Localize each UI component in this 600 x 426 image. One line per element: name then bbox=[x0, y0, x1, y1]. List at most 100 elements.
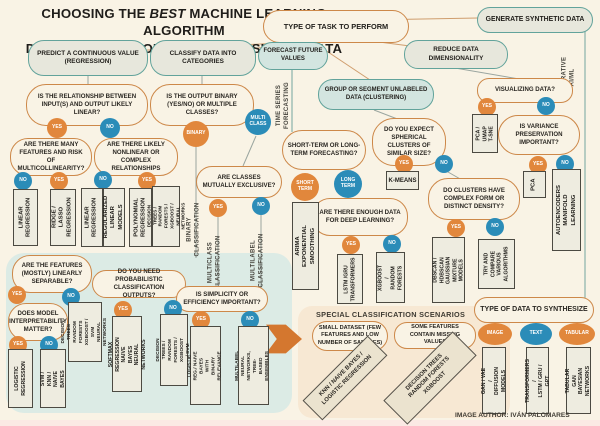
label: ARIMA EXPONENTIAL SMOOTHING bbox=[294, 224, 316, 267]
result-pca-umap-tsne: PCA / UMAP T-SNE bbox=[472, 114, 498, 153]
result-ridge-lasso: RIDGE / LASSO REGRESSION bbox=[50, 189, 76, 246]
label-generative-ai-ml: GENERATIVE AI/ML bbox=[560, 40, 578, 114]
result-logreg-binary-relevance: LOGISTIC REG./ NAIVE BAYES WITH BINARY R… bbox=[187, 326, 223, 405]
question-linearly-separable: ARE THE FEATURES (MOSTLY) LINEARLY SEPAR… bbox=[12, 255, 92, 293]
bubble-no: NO bbox=[537, 97, 555, 115]
label: DBSCAN / HDBSCAN GAUSSIAN MIXTURE MODELS bbox=[432, 256, 465, 284]
node-classify-data: CLASSIFY DATA INTO CATEGORIES bbox=[150, 40, 256, 76]
bubble-yes: YES bbox=[138, 172, 156, 190]
special-scenarios-heading: SPECIAL CLASSIFICATION SCENARIOS bbox=[316, 310, 466, 319]
bubble-no: NO bbox=[486, 218, 504, 236]
label: SOFTMAX REGRESSION NAIVE BAYES NEURAL NE… bbox=[107, 336, 147, 372]
bubble-long-term: LONG TERM bbox=[334, 170, 362, 198]
bubble-no: NO bbox=[252, 197, 270, 215]
bubble-short-term: SHORT TERM bbox=[291, 173, 319, 201]
result-arima: ARIMA EXPONENTIAL SMOOTHING bbox=[292, 202, 319, 290]
label: LINEAR REGRESSION bbox=[84, 197, 98, 238]
question-enough-data: ARE THERE ENOUGH DATA FOR DEEP LEARNING? bbox=[312, 198, 408, 236]
result-xgboost-rf: XGBOOST / RANDOM FORESTS bbox=[376, 252, 405, 303]
bubble-no: NO bbox=[100, 118, 120, 138]
bubble-no: NO bbox=[435, 155, 453, 173]
result-linear-regression: LINEAR REGRESSION bbox=[13, 189, 38, 246]
question-multicollinearity: ARE THERE MANY FEATURES AND RISK OF MULT… bbox=[10, 138, 92, 176]
node-forecast-future: FORECAST FUTURE VALUES bbox=[258, 42, 328, 70]
label: XGBOOST / RANDOM FORESTS bbox=[377, 264, 404, 291]
author-credit: IMAGE AUTHOR: IVÁN PALOMARES bbox=[455, 412, 570, 419]
result-svm-knn-nb: SVM / KNN / NAIVE BAYES bbox=[40, 349, 66, 408]
bubble-image: IMAGE bbox=[478, 323, 512, 345]
node-predict-continuous: PREDICT A CONTINUOUS VALUE (REGRESSION) bbox=[28, 40, 148, 76]
result-trees-rf-xgboost: DECISION TREES RANDOM FORESTS XGBOOST bbox=[372, 331, 488, 425]
bubble-yes: YES bbox=[209, 199, 227, 217]
label-binary-classification: BINARY CLASSIFICATION bbox=[184, 190, 204, 268]
bubble-yes: YES bbox=[478, 98, 496, 116]
result-gan-vae-diffusion: GAN / VAE / DIFFUSION MODELS bbox=[481, 347, 507, 414]
bubble-yes: YES bbox=[529, 156, 547, 174]
result-logistic-regression: LOGISTIC REGRESSION bbox=[8, 349, 33, 408]
title-line1-pre: CHOOSING THE bbox=[41, 6, 150, 21]
bubble-no: NO bbox=[94, 171, 112, 189]
node-generate-synthetic-data: GENERATE SYNTHETIC DATA bbox=[477, 7, 593, 33]
node-reduce-dimensionality: REDUCE DATA DIMENSIONALITY bbox=[404, 40, 508, 69]
bubble-no: NO bbox=[62, 288, 80, 306]
result-try-compare: TRY AND COMPARE VARIOUS ALGORITHMS bbox=[478, 239, 515, 289]
node-clustering: GROUP OR SEGMENT UNLABELED DATA (CLUSTER… bbox=[318, 79, 434, 110]
label: LSTM /GRU TRANSFORMERS bbox=[343, 257, 357, 301]
bubble-yes: YES bbox=[114, 301, 132, 319]
bubble-yes: YES bbox=[47, 118, 67, 138]
bubble-yes: YES bbox=[192, 311, 210, 329]
label: AUTOENCODERS MANIFOLD LEARNING bbox=[555, 185, 577, 235]
question-mutually-exclusive: ARE CLASSES MUTUALLY EXCLUSIVE? bbox=[196, 166, 282, 198]
bubble-no: NO bbox=[14, 172, 32, 190]
label: LOGISTIC REGRESSION bbox=[14, 361, 27, 396]
label: DECISION TREES / RANDOM FORESTS / XGBOOS… bbox=[156, 337, 191, 363]
question-simplicity: IS SIMPLICITY OR EFFICIENCY IMPORTANT? bbox=[176, 286, 268, 312]
label-text: MULTILABEL CLASSIFICATION bbox=[250, 232, 265, 288]
label: PCA / UMAP T-SNE bbox=[475, 125, 495, 142]
question-variance-preservation: IS VARIANCE PRESERVATION IMPORTANT? bbox=[498, 115, 580, 155]
label-text: BINARY CLASSIFICATION bbox=[186, 201, 201, 257]
result-kmeans: K-MEANS bbox=[386, 171, 419, 190]
question-nonlinear: ARE THERE LIKELY NONLINEAR OR COMPLEX RE… bbox=[94, 138, 178, 176]
result-multilabel-nn: MULTILABEL NEURAL NETWORKS, TREE-BASED E… bbox=[236, 326, 270, 405]
label: TABULAR GAN BAYESIAN NETWORKS bbox=[565, 365, 592, 396]
bubble-no: NO bbox=[164, 300, 182, 318]
result-trees-svm-nn: DECISION TREES RANDOM FORESTS XGBOOST / … bbox=[61, 302, 108, 362]
result-tabular-gan: TABULAR GAN BAYESIAN NETWORKS bbox=[566, 347, 591, 414]
label: SVM / KNN / NAIVE BAYES bbox=[40, 369, 66, 388]
question-likely-linear: IS THE RELATIONSHIP BETWEEN INPUT(S) AND… bbox=[26, 84, 148, 126]
result-linear-regression-2: LINEAR REGRESSION bbox=[81, 188, 103, 247]
diag-box: DECISION TREES RANDOM FORESTS XGBOOST bbox=[383, 331, 477, 425]
question-forecast-horizon: SHORT-TERM OR LONG-TERM FORECASTING? bbox=[282, 130, 366, 170]
question-interpretability: DOES MODEL INTERPRETABILITY MATTER? bbox=[8, 303, 68, 341]
result-transformers-gpt: TRANSFORMERS / LSTM / GRU / GPT bbox=[524, 347, 551, 414]
question-spherical-clusters: DO YOU EXPECT SPHERICAL CLUSTERS OF SIMI… bbox=[372, 118, 446, 166]
label: KNN / NAIVE BAYES / LOGISTIC REGRESSION bbox=[318, 351, 374, 407]
result-polynomial: POLYNOMIAL REGRESSION bbox=[129, 188, 152, 247]
result-softmax: SOFTMAX REGRESSION NAIVE BAYES NEURAL NE… bbox=[108, 316, 146, 392]
node-type-of-task: TYPE OF TASK TO PERFORM bbox=[263, 10, 409, 43]
bubble-yes: YES bbox=[50, 172, 68, 190]
label: PCA bbox=[530, 178, 537, 191]
label: RIDGE / LASSO REGRESSION bbox=[51, 197, 73, 238]
label: TRY AND COMPARE VARIOUS ALGORITHMS bbox=[483, 246, 510, 282]
result-regularized-linear: REGULARIZED LINEAR MODELS bbox=[103, 188, 125, 247]
question-visualizing-data: VISUALIZING DATA? bbox=[477, 78, 573, 103]
question-output-type: IS THE OUTPUT BINARY (YES/NO) OR MULTIPL… bbox=[150, 84, 254, 126]
label-text: MULTICLASS CLASSIFICATION bbox=[207, 234, 222, 290]
title-best: BEST bbox=[149, 6, 186, 21]
bubble-no: NO bbox=[556, 155, 574, 173]
result-pca: PCA bbox=[523, 171, 546, 198]
result-trees-nn: DECISION TREES / RANDOM FORESTS / XGBOOS… bbox=[146, 186, 185, 247]
bubble-text: TEXT bbox=[520, 323, 552, 345]
label: DECISION TREES / RANDOM FORESTS / XGBOOS… bbox=[145, 203, 186, 230]
result-autoencoders: AUTOENCODERS MANIFOLD LEARNING bbox=[552, 169, 581, 251]
label: LOGISTIC REG./ NAIVE BAYES WITH BINARY R… bbox=[187, 350, 223, 381]
label-time-series-forecasting: TIME SERIES FORECASTING bbox=[271, 74, 295, 136]
label: DECISION TREES RANDOM FORESTS XGBOOST bbox=[404, 352, 452, 400]
bubble-yes: YES bbox=[342, 236, 360, 254]
bubble-no: NO bbox=[383, 235, 401, 253]
result-trees-svm: DECISION TREES / RANDOM FORESTS / XGBOOS… bbox=[156, 314, 191, 386]
label: TRANSFORMERS / LSTM / GRU / GPT bbox=[524, 358, 551, 403]
result-lstm-transformers: LSTM /GRU TRANSFORMERS bbox=[337, 254, 363, 304]
